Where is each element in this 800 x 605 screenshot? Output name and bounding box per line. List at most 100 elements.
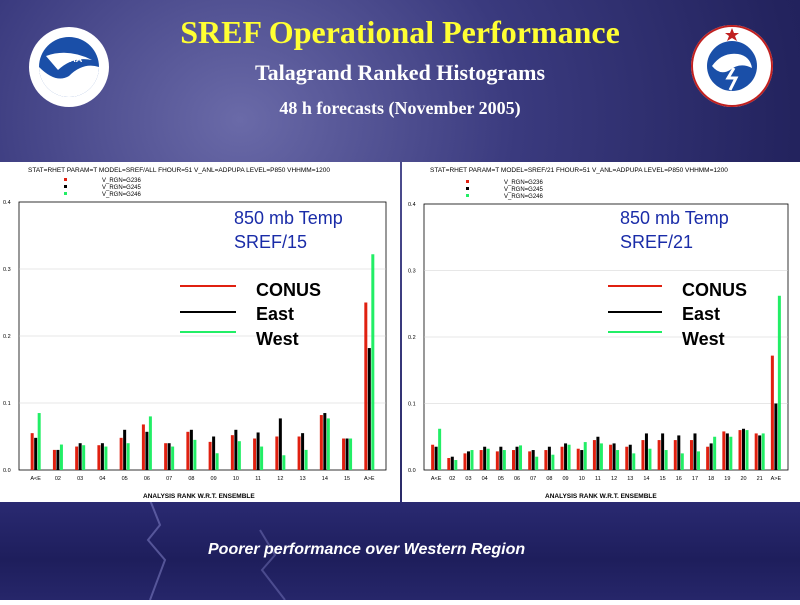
- bar-east: [564, 443, 568, 470]
- bar-east: [367, 348, 371, 470]
- bar-east: [515, 446, 519, 470]
- x-tick-label: 03: [77, 476, 83, 482]
- small-legend-item: V_RGN=G246: [102, 192, 142, 198]
- bar-east: [677, 435, 681, 470]
- bar-west: [761, 433, 765, 470]
- bar-conus: [641, 440, 645, 470]
- x-tick-label: 10: [233, 476, 239, 482]
- x-tick-label: A<E: [30, 476, 41, 482]
- bar-west: [260, 446, 264, 470]
- chart-panel-sref21: STAT=RHET PARAM=T MODEL=SREF/21 FHOUR=51…: [402, 162, 800, 502]
- chart-header: STAT=RHET PARAM=T MODEL=SREF/ALL FHOUR=5…: [28, 167, 330, 174]
- bar-conus: [609, 444, 613, 470]
- x-tick-label: A>E: [771, 476, 782, 482]
- bar-east: [256, 432, 260, 470]
- legend-label-conus: CONUS: [682, 280, 747, 300]
- x-tick-label: 05: [122, 476, 128, 482]
- bar-conus: [319, 415, 323, 470]
- bar-east: [323, 413, 327, 470]
- bar-west: [696, 451, 700, 470]
- bar-conus: [30, 433, 34, 470]
- x-tick-label: 13: [300, 476, 306, 482]
- bar-west: [438, 428, 442, 470]
- bar-east: [123, 429, 127, 470]
- x-tick-label: 13: [627, 476, 633, 482]
- bar-west: [777, 295, 781, 470]
- legend-label-west: West: [256, 329, 299, 349]
- x-tick-label: 08: [188, 476, 194, 482]
- bar-east: [278, 418, 282, 470]
- small-legend-item: V_RGN=G246: [504, 194, 544, 200]
- small-legend-item: V_RGN=G245: [102, 185, 142, 191]
- x-tick-label: 21: [757, 476, 763, 482]
- bar-west: [193, 439, 197, 470]
- y-tick-label: 0.2: [408, 335, 416, 341]
- chart-panel-sref15: STAT=RHET PARAM=T MODEL=SREF/ALL FHOUR=5…: [0, 162, 400, 502]
- bar-conus: [275, 436, 279, 470]
- bar-conus: [479, 450, 483, 470]
- bar-west: [745, 430, 749, 470]
- bar-east: [167, 443, 171, 470]
- y-tick-label: 0.2: [3, 334, 11, 340]
- legend: CONUS East West: [180, 280, 321, 349]
- x-tick-label: 09: [562, 476, 568, 482]
- bar-east: [100, 443, 104, 470]
- bar-east: [774, 403, 778, 470]
- x-tick-label: 17: [692, 476, 698, 482]
- y-tick-label: 0.4: [408, 202, 416, 208]
- bar-east: [580, 450, 584, 470]
- bar-west: [680, 453, 684, 470]
- bar-conus: [75, 446, 79, 470]
- bar-east: [531, 450, 535, 470]
- bar-west: [535, 456, 539, 470]
- bar-conus: [706, 446, 710, 470]
- bar-east: [450, 456, 454, 470]
- background-lower-band: [0, 499, 800, 601]
- bar-east: [709, 443, 713, 470]
- bar-conus: [164, 443, 168, 470]
- slide-subtitle-period: 48 h forecasts (November 2005): [279, 98, 521, 118]
- bar-west: [104, 446, 108, 470]
- bar-east: [34, 437, 38, 470]
- bar-west: [713, 436, 717, 470]
- bar-conus: [722, 431, 726, 470]
- bar-west: [148, 416, 152, 470]
- lightning-decoration: [146, 499, 286, 601]
- x-tick-label: 06: [514, 476, 520, 482]
- bar-west: [59, 444, 63, 470]
- bar-west: [567, 444, 571, 470]
- bar-east: [189, 429, 193, 470]
- x-tick-label: 14: [322, 476, 328, 482]
- bar-east: [434, 446, 438, 470]
- x-tick-label: 12: [611, 476, 617, 482]
- bar-east: [661, 433, 665, 470]
- bar-west: [729, 436, 733, 470]
- bar-west: [502, 450, 506, 470]
- chart-sref15: STAT=RHET PARAM=T MODEL=SREF/ALL FHOUR=5…: [3, 167, 387, 500]
- x-tick-label: 18: [708, 476, 714, 482]
- y-tick-label: 0.0: [408, 468, 416, 474]
- x-tick-label: 05: [498, 476, 504, 482]
- bar-conus: [495, 451, 499, 470]
- bar-conus: [673, 440, 677, 470]
- slide-subtitle: Talagrand Ranked Histograms: [254, 60, 546, 85]
- bar-conus: [576, 448, 580, 470]
- x-tick-label: 04: [482, 476, 488, 482]
- bar-west: [470, 450, 474, 470]
- x-tick-label: 02: [55, 476, 61, 482]
- bar-conus: [431, 444, 435, 470]
- bar-conus: [52, 449, 56, 470]
- bar-west: [126, 443, 130, 470]
- legend-label-east: East: [682, 304, 720, 324]
- small-legend-item: V_RGN=G245: [504, 187, 544, 193]
- bar-east: [345, 438, 349, 470]
- bar-east: [628, 444, 632, 470]
- bar-west: [599, 443, 603, 470]
- annotation-variable: 850 mb Temp: [620, 208, 729, 228]
- bar-conus: [119, 437, 123, 470]
- x-tick-label: 15: [344, 476, 350, 482]
- small-legend: V_RGN=G236 V_RGN=G245 V_RGN=G246: [64, 178, 142, 198]
- bar-west: [616, 450, 620, 470]
- noaa-logo: NOAA: [29, 27, 109, 107]
- small-legend-item: V_RGN=G236: [102, 178, 142, 184]
